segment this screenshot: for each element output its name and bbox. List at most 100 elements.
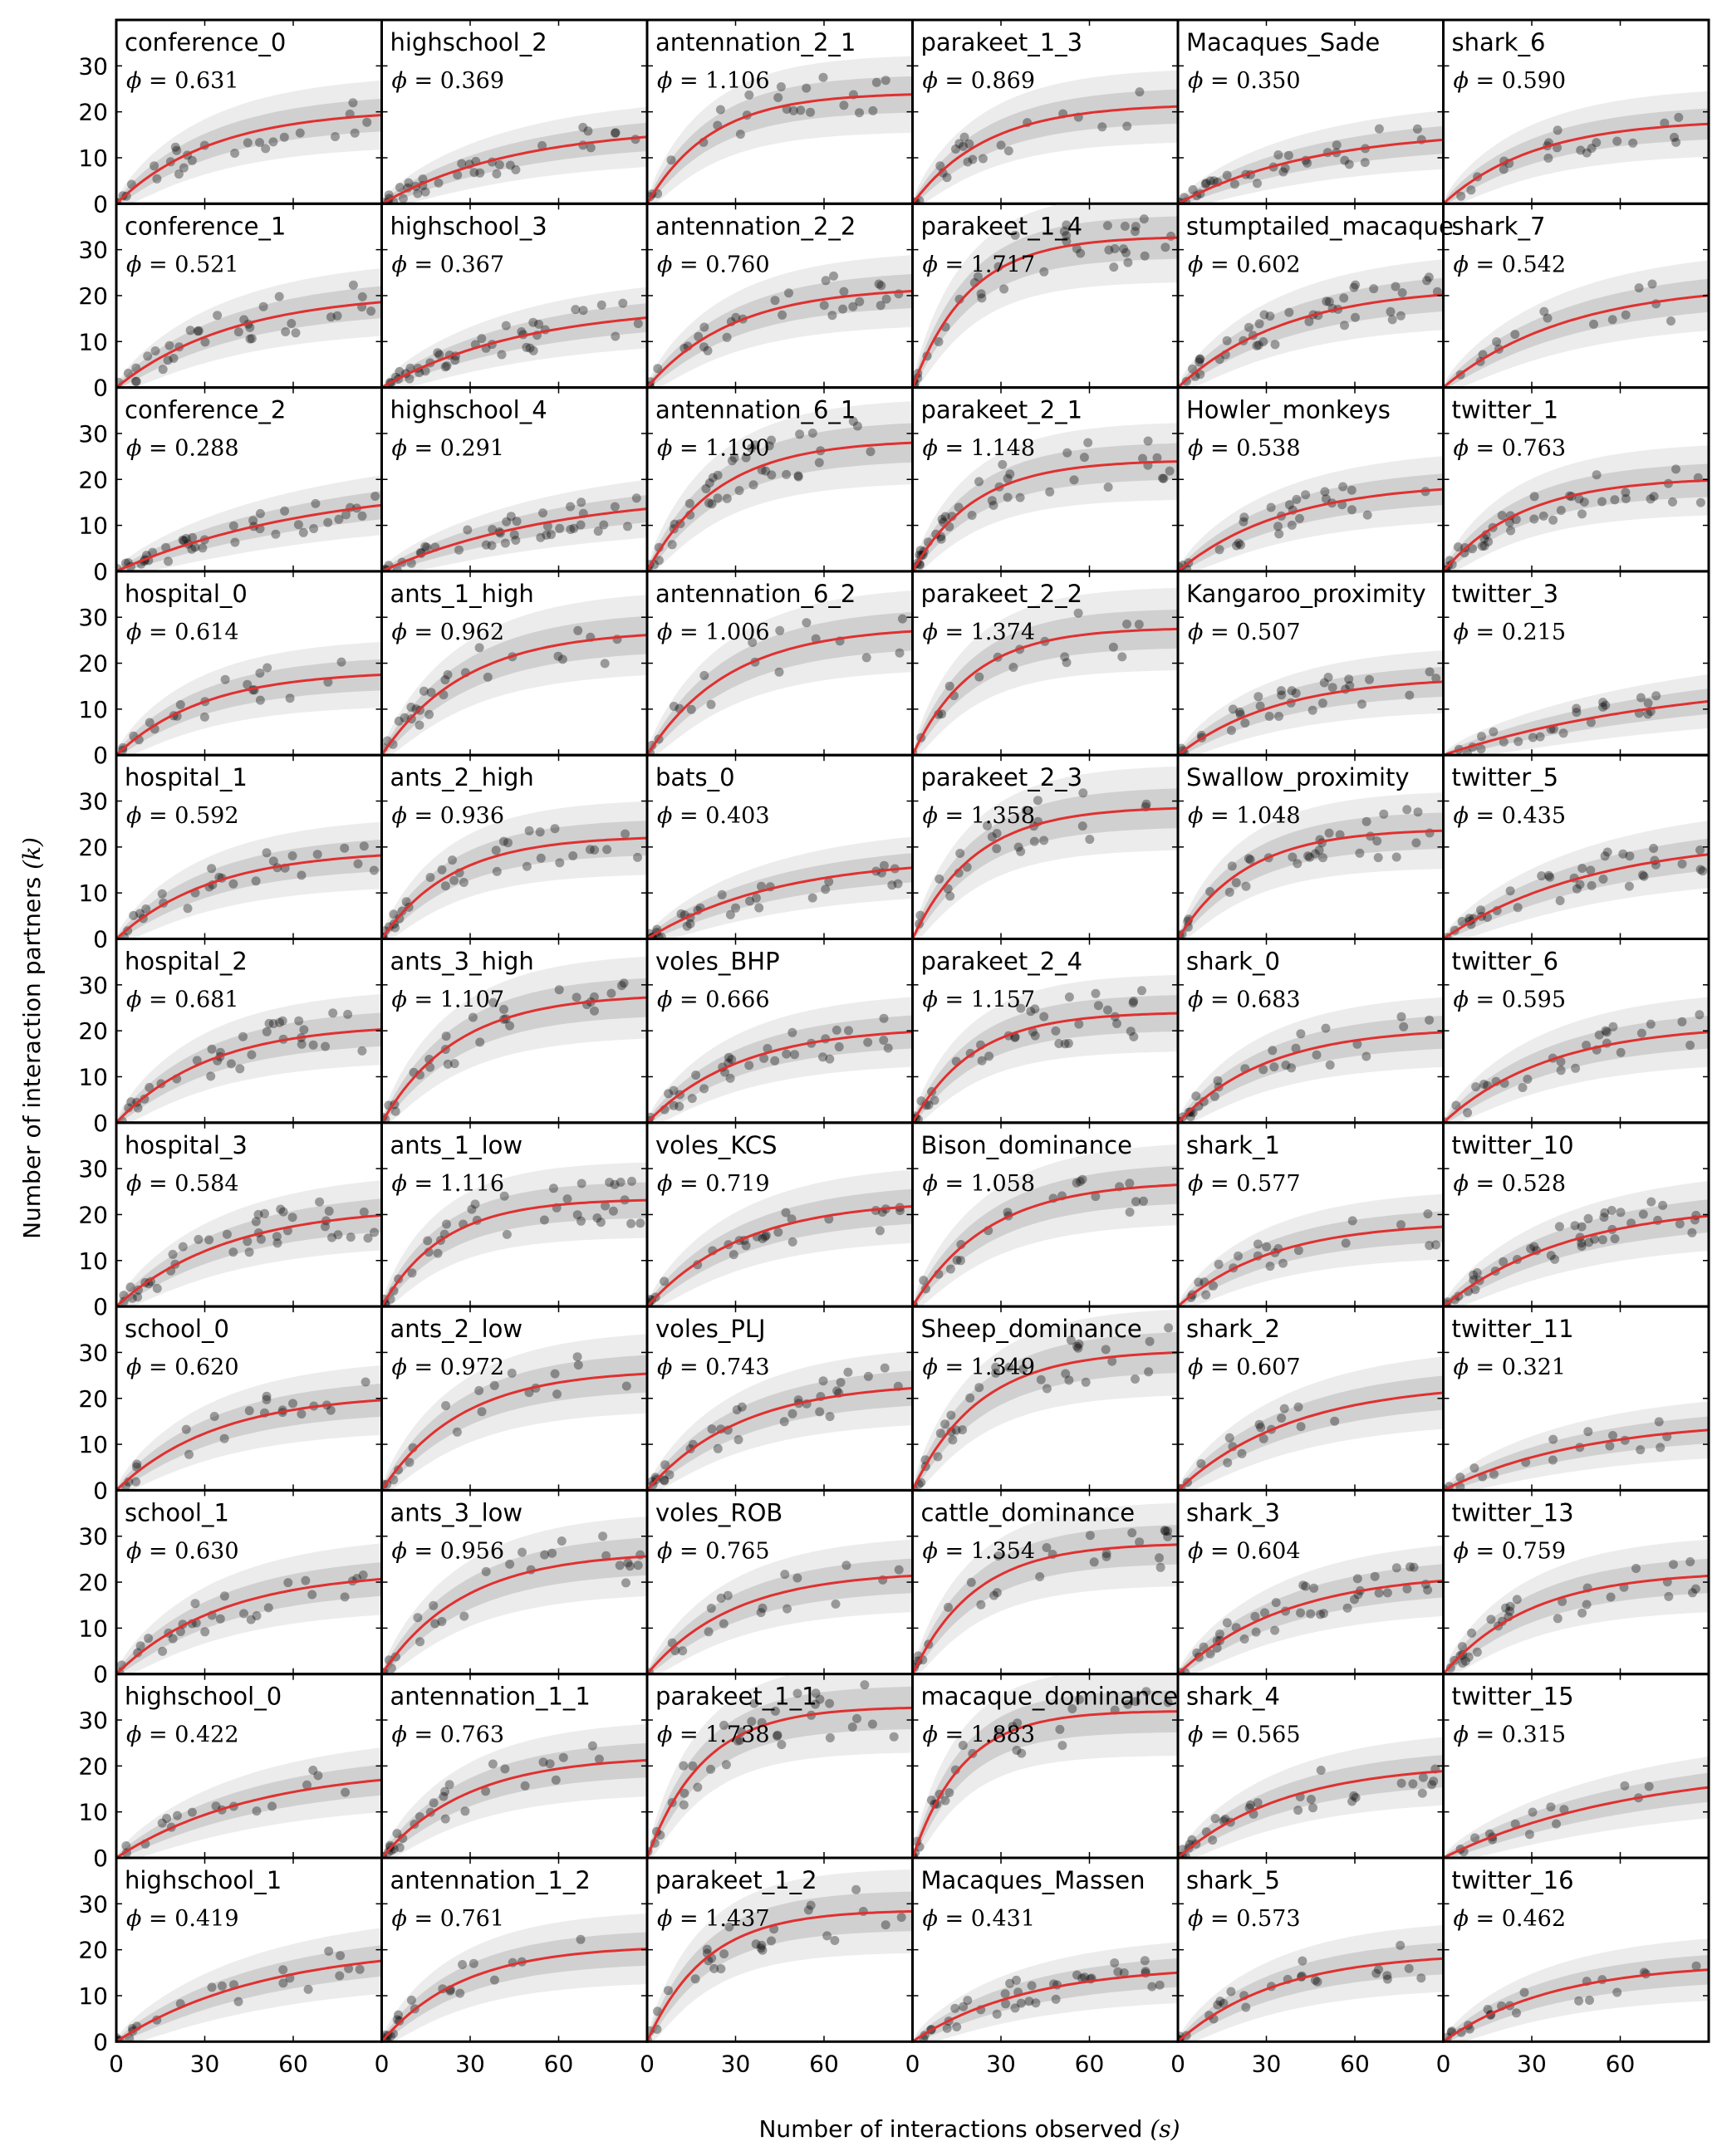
confidence-band-inner (912, 1525, 1178, 1674)
data-point (1499, 737, 1509, 747)
data-point (1646, 494, 1656, 504)
data-point (193, 326, 203, 336)
panel-plot-area (1178, 1193, 1444, 1307)
data-point (963, 157, 973, 167)
data-point (876, 301, 886, 311)
data-point (1470, 1285, 1480, 1295)
panel-plot-area (1443, 1181, 1709, 1307)
fit-line (116, 1959, 382, 2042)
data-point (343, 1009, 353, 1019)
data-point (243, 138, 253, 148)
data-point (131, 376, 141, 386)
data-point (773, 1731, 782, 1741)
data-point (243, 1237, 253, 1247)
data-point (199, 712, 209, 722)
data-point (1110, 244, 1120, 253)
data-point (555, 858, 565, 868)
data-point (1470, 1833, 1479, 1843)
data-point (1695, 1010, 1705, 1020)
data-point (1296, 1422, 1306, 1432)
data-point (1308, 1803, 1317, 1813)
data-point (616, 1178, 626, 1187)
data-point (1472, 1268, 1482, 1277)
fit-line (1443, 699, 1709, 756)
confidence-band-inner (647, 76, 913, 204)
panel-title: hospital_3 (125, 1131, 248, 1159)
data-point (787, 1409, 797, 1419)
data-point (336, 1951, 346, 1961)
panel-phi-value: ϕ = 0.683 (1188, 987, 1301, 1013)
panel-plot-area (116, 475, 382, 571)
panel-phi-value: ϕ = 0.577 (1188, 1171, 1301, 1197)
data-point (1102, 221, 1112, 231)
data-point (777, 1740, 787, 1750)
confidence-band-inner (1178, 667, 1444, 756)
panel-title: ants_1_high (390, 580, 534, 608)
panel-phi-value: ϕ = 1.358 (923, 803, 1036, 829)
data-point (1625, 851, 1635, 861)
data-point (398, 1834, 408, 1843)
data-point (756, 1608, 766, 1618)
data-point (942, 173, 952, 183)
data-point (998, 459, 1008, 469)
data-point (1374, 1588, 1384, 1598)
data-point (1222, 1618, 1232, 1628)
data-point (592, 1213, 602, 1223)
fit-line (647, 1909, 913, 2042)
data-point (944, 1602, 953, 1612)
data-point (1001, 1999, 1011, 2009)
data-point (420, 366, 430, 376)
data-point (209, 1412, 219, 1421)
data-point (615, 1561, 625, 1570)
data-point (806, 107, 815, 117)
fit-line (912, 105, 1178, 204)
fit-line (647, 1387, 913, 1491)
panel-plot-area (647, 1169, 913, 1307)
data-point (1119, 1968, 1129, 1977)
data-point (1131, 222, 1141, 232)
data-point (1158, 473, 1167, 483)
confidence-band-inner (647, 274, 913, 388)
data-point (1554, 1222, 1564, 1232)
data-point (818, 72, 828, 82)
data-point (1466, 185, 1476, 195)
data-point (1209, 1091, 1219, 1101)
data-point (1222, 336, 1232, 345)
data-point (1304, 316, 1314, 326)
data-point (713, 493, 723, 503)
data-point (1463, 1108, 1473, 1118)
data-point (989, 1590, 999, 1600)
data-point (1349, 1791, 1359, 1801)
data-point (1076, 248, 1086, 258)
data-point (1556, 1066, 1566, 1076)
data-point (1078, 788, 1088, 798)
data-point (1469, 1463, 1479, 1473)
panel-phi-value: ϕ = 1.006 (657, 620, 770, 645)
data-point (1537, 871, 1547, 881)
data-point (550, 1369, 560, 1379)
data-point (192, 1056, 202, 1066)
data-point (219, 1433, 229, 1443)
panel-phi-value: ϕ = 0.630 (126, 1538, 239, 1564)
data-point (1347, 1216, 1357, 1226)
data-point (420, 187, 430, 197)
data-point (1214, 1259, 1224, 1269)
data-point (187, 1807, 197, 1817)
panel-phi-value: ϕ = 0.765 (657, 1538, 770, 1564)
data-point (1135, 87, 1145, 97)
fit-line (381, 507, 647, 571)
data-point (666, 155, 676, 165)
data-point (1280, 164, 1290, 173)
data-point (1010, 1032, 1020, 1042)
data-point (999, 284, 1009, 294)
data-point (1510, 330, 1520, 340)
data-point (1072, 243, 1082, 253)
data-point (956, 1256, 965, 1266)
panel-hospital_1: hospital_1ϕ = 0.592 (115, 753, 383, 941)
data-point (150, 346, 160, 355)
y-tick-label: 30 (78, 1339, 108, 1366)
data-point (1277, 690, 1287, 700)
data-point (1160, 1526, 1170, 1536)
